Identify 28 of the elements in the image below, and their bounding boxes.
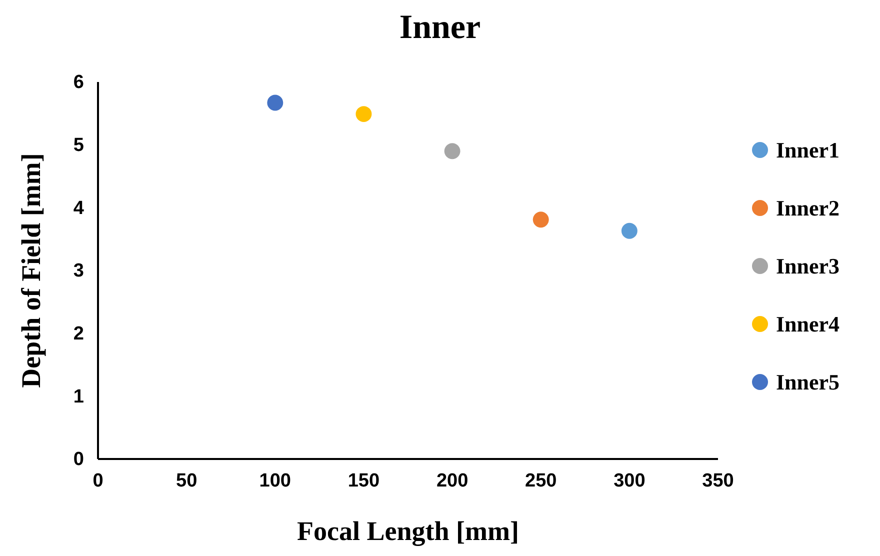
x-tick-label: 150 — [348, 470, 380, 492]
y-tick-label: 1 — [73, 386, 84, 408]
y-tick-label: 6 — [73, 72, 84, 94]
y-tick-label: 4 — [73, 198, 84, 219]
legend-label: Inner4 — [776, 312, 840, 337]
y-tick-label: 5 — [73, 134, 84, 156]
x-tick-label: 350 — [702, 470, 734, 492]
point — [532, 212, 549, 228]
legend-label: Inner3 — [776, 254, 840, 279]
x-tick-label: 100 — [259, 470, 291, 492]
legend-label: Inner2 — [776, 196, 840, 221]
x-axis-title: Focal Length [mm] — [297, 516, 519, 546]
y-axis-title: Depth of Field [mm] — [16, 153, 46, 388]
point — [267, 94, 284, 111]
y-tick-label: 3 — [73, 260, 84, 282]
x-tick-label: 0 — [92, 470, 104, 492]
legend-label: Inner5 — [776, 370, 840, 395]
x-tick-label: 200 — [436, 470, 468, 492]
x-tick-label: 250 — [525, 470, 557, 492]
point — [356, 106, 372, 122]
x-tick-label: 300 — [614, 470, 646, 492]
y-tick-label: 0 — [73, 449, 84, 470]
point — [444, 143, 460, 160]
x-tick-label: 50 — [176, 470, 198, 492]
legend-label: Inner1 — [776, 138, 840, 163]
y-tick-label: 2 — [73, 323, 84, 344]
chart-title: Inner — [399, 9, 481, 46]
point — [621, 222, 638, 239]
